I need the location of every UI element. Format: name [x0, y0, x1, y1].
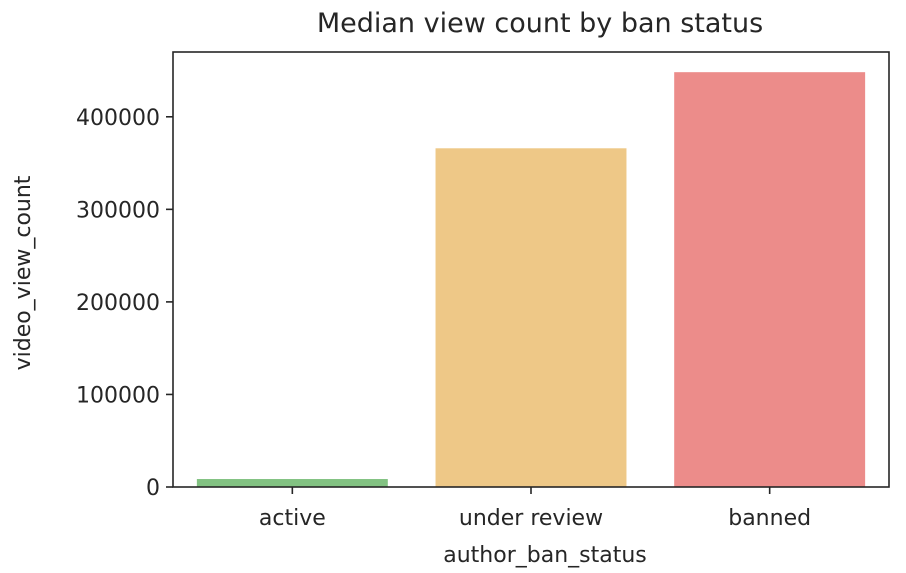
x-axis-label: author_ban_status [443, 543, 647, 568]
y-tick-label: 300000 [76, 198, 160, 223]
y-axis-label: video_view_count [11, 175, 36, 370]
x-tick-label: banned [728, 506, 811, 531]
y-tick-label: 200000 [76, 291, 160, 316]
y-tick-label: 100000 [76, 383, 160, 408]
bar-active [196, 479, 388, 487]
chart-title: Median view count by ban status [317, 8, 763, 39]
y-tick-label: 0 [146, 476, 160, 501]
bars-group [196, 72, 866, 488]
y-axis: 0 100000 200000 300000 400000 [76, 106, 173, 501]
bar-under-review [435, 148, 627, 487]
y-tick-label: 400000 [76, 106, 160, 131]
bar-banned [674, 72, 866, 488]
x-tick-label: active [259, 506, 326, 531]
x-axis: active under review banned [259, 487, 811, 531]
plot-frame [172, 51, 890, 488]
x-tick-label: under review [459, 506, 603, 531]
